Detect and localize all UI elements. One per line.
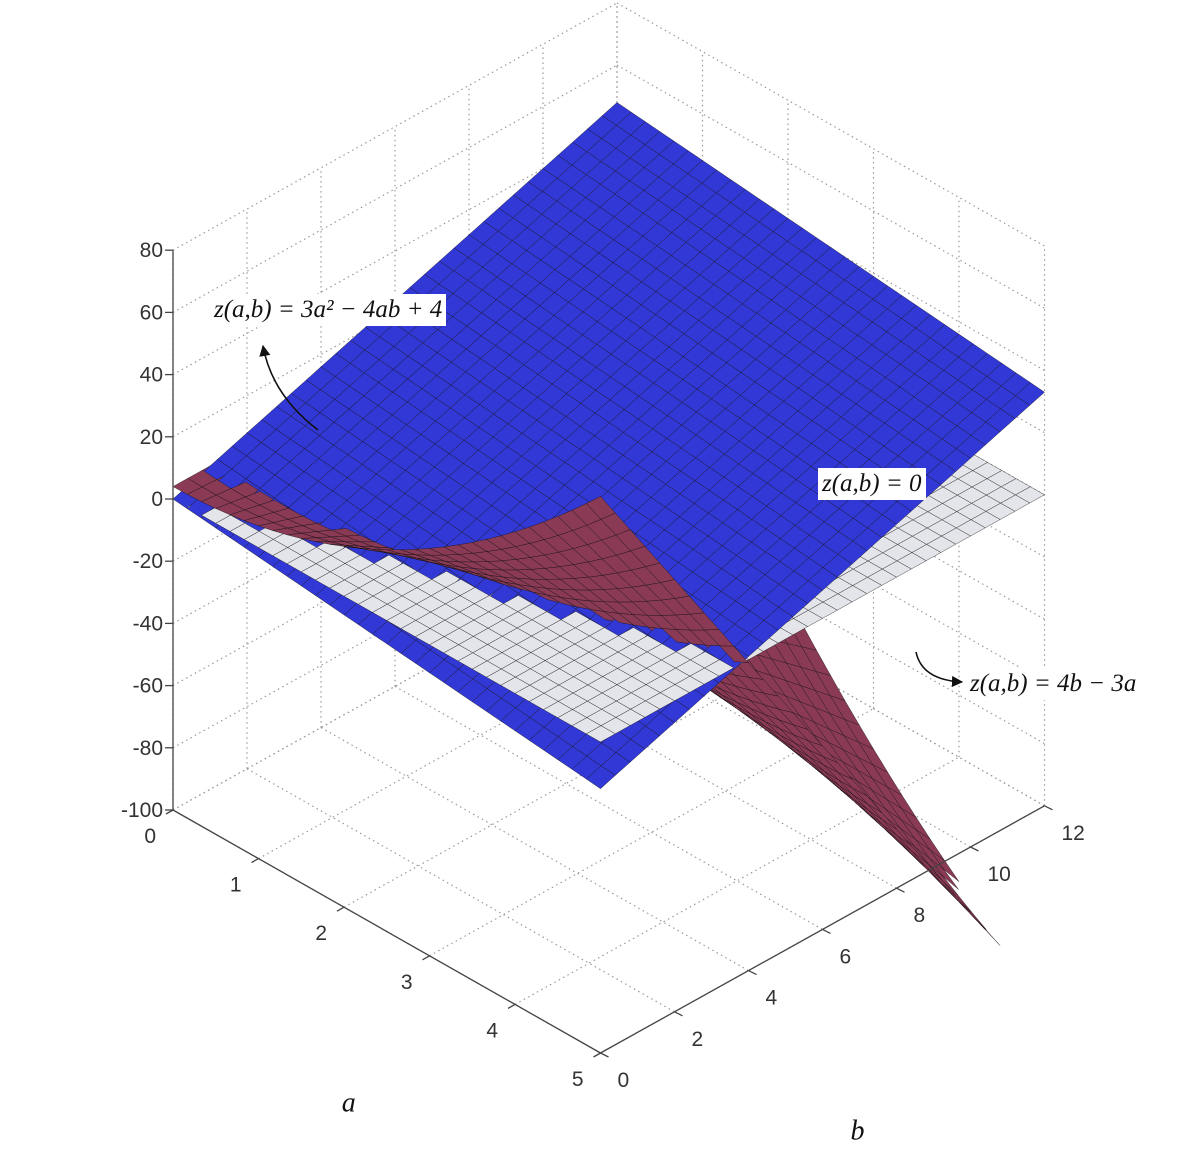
z-tick-label: 60 bbox=[140, 301, 163, 324]
grid-line bbox=[394, 685, 823, 930]
a-tick-mark bbox=[165, 809, 174, 815]
z-tick-label: -40 bbox=[133, 612, 163, 635]
a-axis-line bbox=[172, 809, 601, 1054]
a-tick-label: 1 bbox=[230, 874, 242, 897]
b-tick-mark bbox=[748, 970, 757, 976]
z-tick-label: 40 bbox=[140, 364, 163, 387]
b-tick-label: 0 bbox=[618, 1069, 630, 1092]
z-tick-label: -20 bbox=[133, 550, 163, 573]
quadratic-surface-patch bbox=[956, 898, 986, 930]
annotation-arrow bbox=[915, 651, 964, 688]
grid-line bbox=[320, 727, 749, 972]
z-tick-label: -60 bbox=[133, 675, 163, 698]
a-tick-label: 0 bbox=[144, 825, 156, 848]
b-tick-mark bbox=[822, 928, 831, 934]
z-tick-label: 20 bbox=[140, 426, 163, 449]
b-tick-label: 4 bbox=[766, 987, 778, 1010]
a-tick-mark bbox=[507, 1003, 516, 1009]
a-tick-label: 2 bbox=[315, 922, 327, 945]
quadratic-surface-patch bbox=[585, 496, 616, 520]
a-axis-title: a bbox=[342, 1088, 356, 1119]
a-tick-label: 4 bbox=[486, 1019, 498, 1042]
b-tick-mark bbox=[1044, 805, 1053, 811]
a-tick-mark bbox=[422, 955, 430, 961]
b-tick-mark bbox=[600, 1052, 609, 1058]
annotation-quadratic-surface: z(a,b) = 3a² − 4ab + 4 bbox=[210, 294, 447, 326]
b-tick-label: 6 bbox=[840, 945, 852, 968]
z-tick-label: -100 bbox=[121, 799, 163, 822]
a-tick-mark bbox=[251, 858, 259, 864]
a-tick-label: 3 bbox=[401, 971, 413, 994]
annotation-linear-surface: z(a,b) = 4b − 3a bbox=[966, 668, 1141, 700]
grid-line bbox=[616, 2, 1045, 247]
zero-plane-patch bbox=[585, 725, 616, 743]
z-tick-label: 0 bbox=[151, 488, 163, 511]
b-axis-title: b bbox=[851, 1115, 865, 1146]
a-tick-mark bbox=[593, 1052, 601, 1058]
b-tick-label: 8 bbox=[914, 904, 926, 927]
annotation-arrow bbox=[259, 344, 319, 431]
b-tick-mark bbox=[896, 887, 905, 893]
b-tick-mark bbox=[970, 846, 979, 852]
grid-line bbox=[468, 644, 897, 889]
b-tick-label: 12 bbox=[1062, 822, 1085, 845]
a-tick-mark bbox=[336, 906, 345, 912]
b-tick-label: 10 bbox=[988, 863, 1011, 886]
grid-line bbox=[616, 64, 1045, 309]
z-tick-label: 80 bbox=[140, 239, 163, 262]
grid-line bbox=[246, 768, 675, 1013]
grid-line bbox=[616, 500, 1045, 745]
grid-line bbox=[542, 603, 971, 848]
a-tick-label: 5 bbox=[572, 1068, 584, 1091]
linear-surface-patch bbox=[585, 765, 616, 789]
b-tick-mark bbox=[674, 1011, 683, 1017]
annotation-zero-plane: z(a,b) = 0 bbox=[818, 468, 926, 500]
b-tick-label: 2 bbox=[692, 1028, 704, 1051]
z-tick-label: -80 bbox=[133, 737, 163, 760]
